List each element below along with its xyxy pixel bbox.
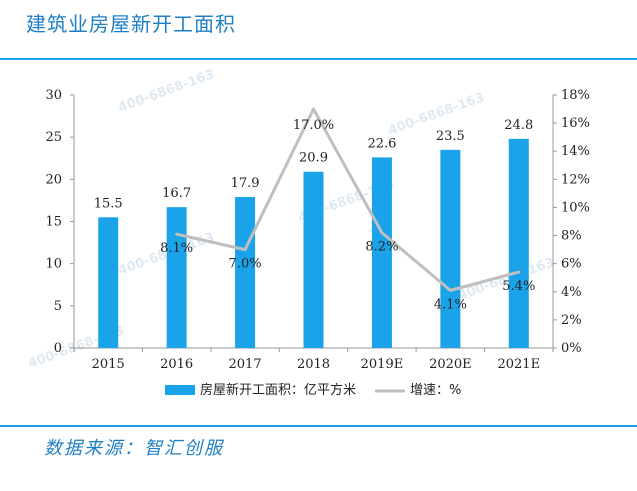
bar xyxy=(508,138,529,348)
x-tick-label: 2019E xyxy=(361,357,404,372)
growth-point xyxy=(243,248,247,252)
x-tick-label: 2016 xyxy=(160,357,193,372)
y-left-tick-label: 30 xyxy=(45,88,62,103)
growth-line xyxy=(176,107,520,292)
x-tick-label: 2015 xyxy=(92,357,125,372)
bar-value-label: 17.9 xyxy=(231,176,260,191)
y-right-tick-label: 10% xyxy=(561,200,590,215)
growth-value-label: 7.0% xyxy=(229,257,262,272)
legend-swatch-bar xyxy=(165,385,195,395)
chart-legend: 房屋新开工面积：亿平方米 增速：% xyxy=(165,382,461,398)
y-right-tick-label: 14% xyxy=(561,144,590,159)
chart-title: 建筑业房屋新开工面积 xyxy=(26,12,236,36)
growth-point xyxy=(517,270,521,274)
growth-value-label: 5.4% xyxy=(502,279,535,294)
growth-point xyxy=(175,232,179,236)
bar-value-label: 22.6 xyxy=(367,136,396,151)
legend-label-line: 增速：% xyxy=(410,383,461,398)
y-right-tick-label: 2% xyxy=(561,313,582,328)
chart-axes: 0 5 10 15 20 25 30 0% 2% 4% 6% 8% 10% 12% 14% 16% 18% 201… xyxy=(45,88,589,372)
bar xyxy=(371,157,392,348)
line-series xyxy=(175,107,521,292)
x-tick-label: 2017 xyxy=(229,357,262,372)
growth-point xyxy=(380,231,384,235)
x-tick-label: 2020E xyxy=(429,357,472,372)
source-note: 数据来源：智汇创服 xyxy=(44,438,224,459)
y-right-tick-label: 6% xyxy=(561,257,582,272)
growth-point xyxy=(448,288,452,292)
growth-value-label: 4.1% xyxy=(434,297,467,312)
y-left-tick-label: 10 xyxy=(45,257,62,272)
y-left-tick-label: 20 xyxy=(45,172,62,187)
growth-value-label: 8.1% xyxy=(160,241,193,256)
growth-point xyxy=(312,107,315,111)
bar xyxy=(98,217,119,348)
growth-value-label: 8.2% xyxy=(365,240,398,255)
bar xyxy=(166,207,187,348)
x-tick-label: 2018 xyxy=(297,357,330,372)
y-left-tick-label: 25 xyxy=(45,130,62,145)
bar xyxy=(303,171,324,348)
bar-value-label: 24.8 xyxy=(504,118,533,133)
y-right-tick-label: 18% xyxy=(561,88,590,103)
bar-value-label: 23.5 xyxy=(436,129,465,144)
y-right-tick-label: 4% xyxy=(561,285,582,300)
bar xyxy=(440,149,461,348)
y-left-tick-label: 0 xyxy=(54,341,62,356)
bar-series xyxy=(98,138,529,348)
y-left-tick-label: 5 xyxy=(54,299,62,314)
growth-value-label: 17.0% xyxy=(293,118,334,133)
data-labels: 15.5 16.7 17.9 20.9 22.6 23.5 24.8 8.1% 7.0% 17.0… xyxy=(94,118,536,313)
y-right-tick-label: 8% xyxy=(561,229,582,244)
y-right-tick-label: 12% xyxy=(561,172,590,187)
x-tick-label: 2021E xyxy=(497,357,540,372)
watermark-text: 400-6868-163 xyxy=(116,67,216,116)
legend-label-bar: 房屋新开工面积：亿平方米 xyxy=(200,382,356,398)
bar-value-label: 16.7 xyxy=(162,186,191,201)
header-rule xyxy=(0,58,637,60)
y-right-tick-label: 0% xyxy=(561,341,582,356)
bar-value-label: 15.5 xyxy=(94,196,123,211)
bar xyxy=(235,197,256,348)
y-left-tick-label: 15 xyxy=(45,215,62,230)
bar-value-label: 20.9 xyxy=(299,151,328,166)
y-right-tick-label: 16% xyxy=(561,116,590,131)
footer-rule xyxy=(0,425,637,427)
